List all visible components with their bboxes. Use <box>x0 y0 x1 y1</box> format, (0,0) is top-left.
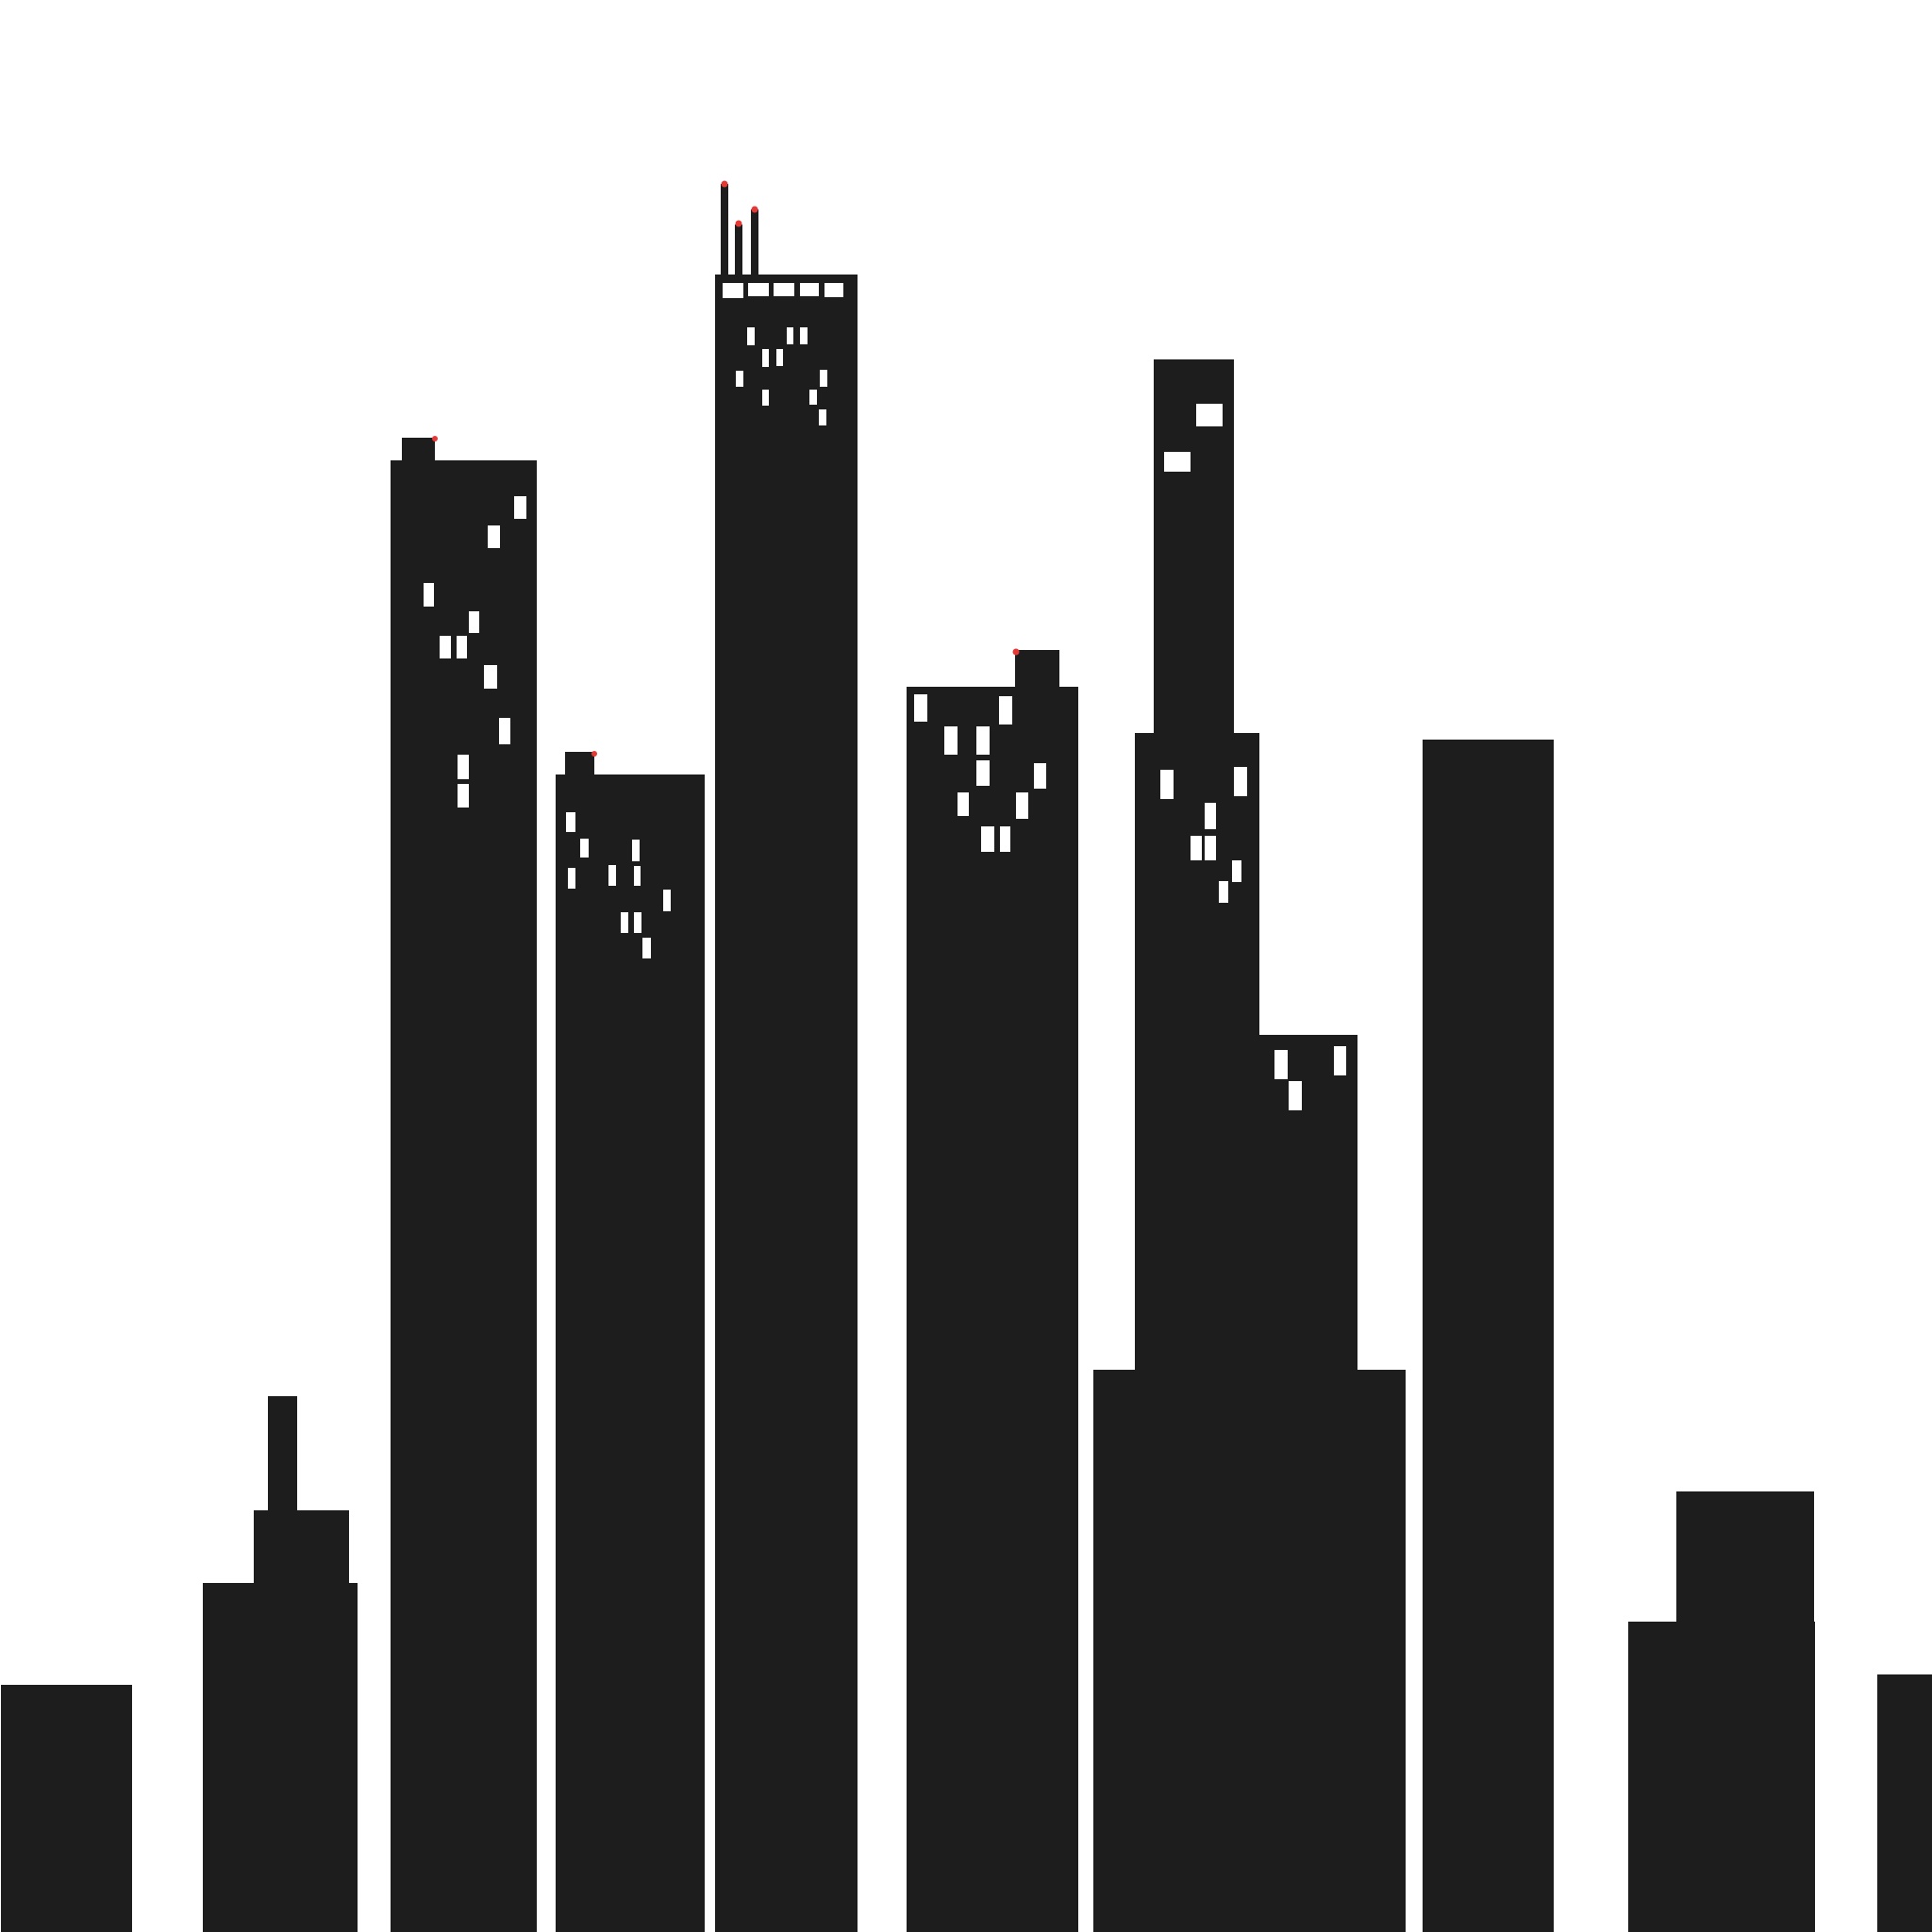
building-low-right <box>1628 1491 1815 1932</box>
building-far-right <box>1877 1674 1932 1932</box>
building-far-left <box>1 1685 132 1932</box>
beacon-light <box>591 751 597 757</box>
building-tower-mid-right <box>907 648 1078 1932</box>
building-tower-center-tallest <box>715 180 858 1932</box>
building-tower-right-plain <box>1423 740 1554 1932</box>
beacon-light <box>1012 648 1020 656</box>
building-tower-left <box>391 436 537 1932</box>
antenna-beacon <box>751 206 758 213</box>
beacon-light <box>432 436 438 441</box>
building-tower-mid-left <box>556 751 705 1932</box>
antenna-beacon <box>735 220 742 227</box>
building-stepped-complex <box>1093 359 1406 1932</box>
antenna-beacon <box>721 180 728 188</box>
building-stepped-low <box>203 1396 358 1932</box>
